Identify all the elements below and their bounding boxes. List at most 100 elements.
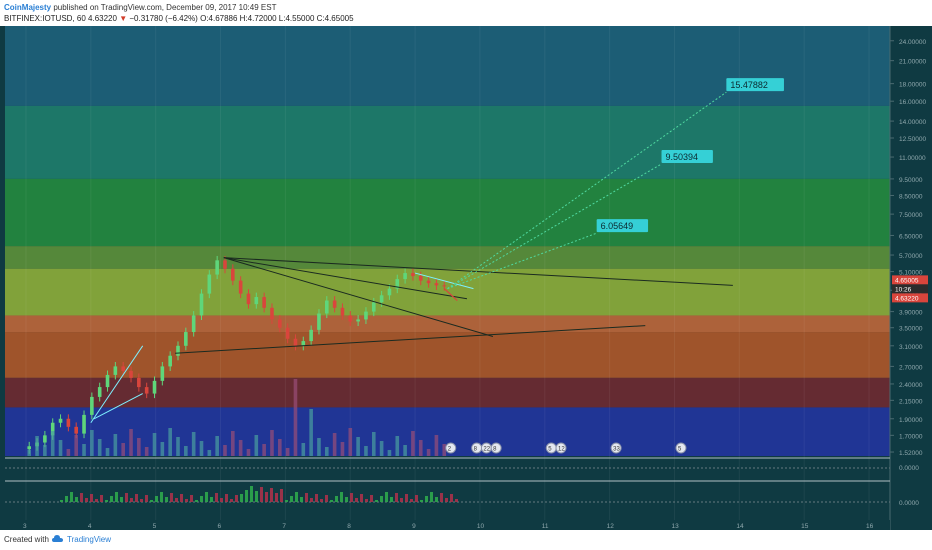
event-badge-count: 22 (483, 447, 490, 453)
y-tick-label: 7.50000 (899, 212, 923, 219)
candle-body (137, 377, 141, 388)
fib-zone-7 (5, 377, 890, 408)
histogram-bar (410, 499, 413, 502)
fib-zone-3 (5, 246, 890, 269)
candle-body (121, 366, 125, 371)
x-tick-label: 7 (282, 523, 286, 530)
volume-bar (262, 444, 266, 456)
histogram-bar (140, 499, 143, 502)
trend-line-0 (223, 257, 733, 286)
histogram-bar (370, 495, 373, 502)
event-badge-count: 5 (548, 447, 552, 453)
price-chart[interactable]: 24.00000 21.00000 18.00000 16.00000 14.00000… (0, 26, 932, 530)
trend-line-6 (414, 272, 474, 290)
histogram-bar (205, 492, 208, 502)
volume-bar (418, 440, 423, 456)
volume-bar (66, 449, 71, 456)
x-tick-label: 15 (801, 523, 809, 530)
histogram-bar (380, 496, 383, 502)
histogram-bar (185, 499, 188, 502)
volume-bar (90, 430, 94, 456)
event-badge-count: 8 (474, 447, 478, 453)
histogram-bar (245, 490, 248, 502)
volume-bar (395, 436, 400, 456)
y-tick-label: 2.40000 (899, 382, 923, 389)
histogram-bar (435, 497, 438, 502)
volume-bar (348, 428, 353, 456)
histogram-bar (150, 500, 153, 502)
y-tick-label: 8.50000 (899, 193, 923, 200)
chart-header: CoinMajesty published on TradingView.com… (0, 0, 932, 26)
volume-bar (82, 444, 86, 456)
y-tick-label: 2.70000 (899, 364, 923, 371)
price-tag-label: 10:26 (895, 286, 912, 293)
histogram-bar (165, 497, 168, 502)
candle-body (58, 418, 63, 423)
volume-bar (411, 431, 415, 456)
y-tick-label: 6.50000 (899, 233, 923, 240)
projection-line (447, 91, 727, 290)
histogram-bar (100, 495, 103, 502)
tradingview-brand[interactable]: TradingView (67, 535, 112, 544)
target-label: 9.50394 (666, 152, 699, 162)
histogram-bar (280, 489, 283, 502)
candle-body (184, 332, 188, 346)
author-name[interactable]: CoinMajesty (4, 3, 52, 12)
x-tick-label: 11 (542, 523, 549, 530)
histogram-bar (60, 500, 63, 502)
y-tick-label: 18.00000 (899, 82, 926, 89)
histogram-bar (125, 493, 128, 502)
histogram-bar (195, 500, 198, 502)
target-label: 6.05649 (601, 221, 634, 231)
histogram-bar (230, 499, 233, 502)
x-tick-label: 5 (153, 523, 157, 530)
candle-body (262, 297, 266, 308)
volume-bar (293, 379, 298, 456)
event-badge-count: 2 (448, 447, 452, 453)
volume-bar (285, 448, 290, 456)
volume-bar (207, 450, 212, 456)
candle-body (223, 260, 227, 269)
histogram-bar (70, 492, 73, 502)
y-tick-label: 1.70000 (899, 433, 923, 440)
candle-body (199, 293, 204, 316)
volume-bar (309, 409, 313, 456)
histogram-bar (80, 493, 83, 502)
candle-body (66, 418, 71, 427)
candle-body (309, 329, 313, 342)
volume-bar (332, 433, 337, 456)
indicator-tick-label: 0.0000 (899, 465, 919, 472)
candle-body (364, 311, 368, 320)
volume-bar (387, 450, 392, 456)
symbol-info: BITFINEX:IOTUSD, 60 4.63220 ▼ −0.31780 (… (4, 14, 354, 23)
histogram-bar (265, 492, 268, 502)
tradingview-cloud-icon[interactable] (52, 534, 64, 544)
volume-bar (238, 440, 243, 456)
target-label-box (726, 78, 784, 92)
volume-bar (97, 439, 102, 456)
fib-zone-1 (5, 105, 890, 179)
y-tick-label: 16.00000 (899, 99, 926, 106)
volume-bar (215, 436, 219, 456)
event-badge-icon (555, 442, 567, 454)
symbol-label[interactable]: BITFINEX:IOTUSD, 60 (4, 14, 86, 23)
histogram-bar (335, 496, 338, 502)
candle-body (191, 315, 196, 333)
candle-body (215, 260, 219, 275)
histogram-bar (120, 497, 123, 502)
candle-body (426, 280, 431, 284)
volume-bar (278, 439, 282, 456)
candle-body (403, 273, 407, 280)
x-tick-label: 14 (736, 523, 744, 530)
volume-bar (403, 445, 407, 456)
histogram-bar (455, 499, 458, 502)
event-badge-count: 5 (678, 447, 682, 453)
candle-body (254, 297, 259, 305)
event-badge-icon (490, 442, 502, 454)
histogram-bar (375, 500, 378, 502)
x-axis-panel (0, 520, 890, 530)
volume-bar (50, 431, 55, 456)
y-tick-label: 11.00000 (899, 155, 926, 162)
histogram-bar (405, 494, 408, 502)
y-tick-label: 21.00000 (899, 59, 926, 66)
